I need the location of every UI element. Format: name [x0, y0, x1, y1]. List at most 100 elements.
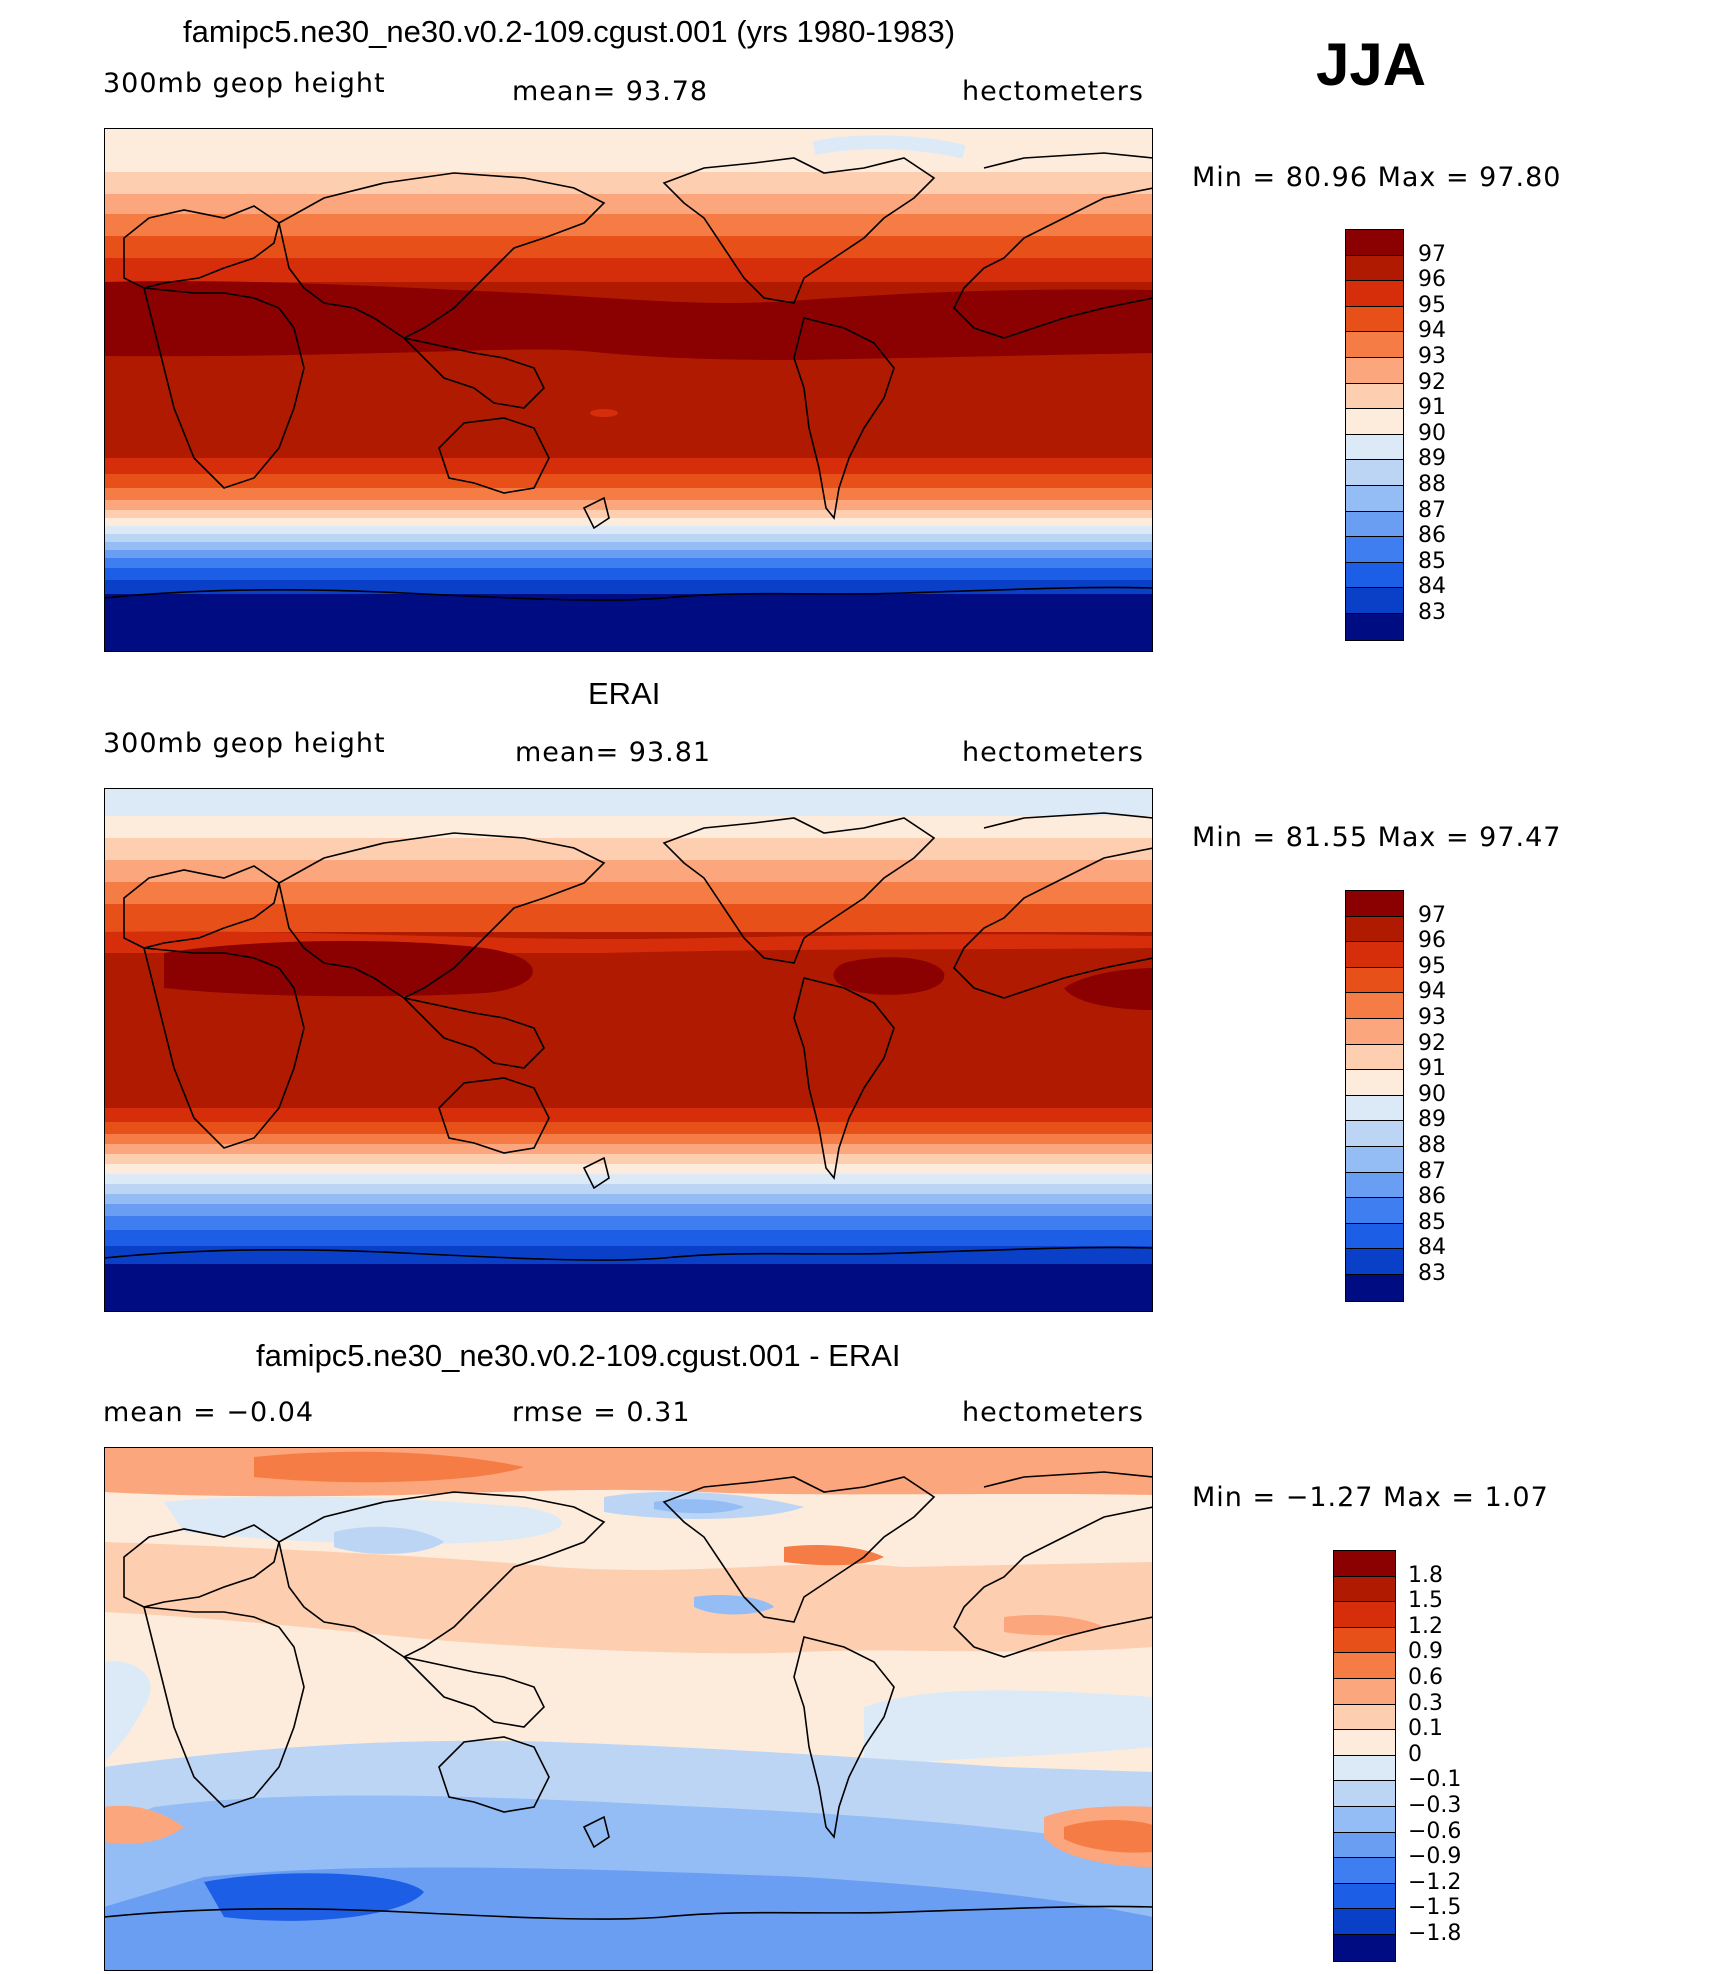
colorbar-label: 97 [1418, 902, 1446, 928]
colorbar-box [1334, 1627, 1395, 1654]
panel1-map [104, 128, 1153, 652]
panel3-title: famipc5.ne30_ne30.v0.2-109.cgust.001 - E… [256, 1338, 901, 1373]
colorbar-label: 89 [1418, 1107, 1446, 1133]
colorbar-box [1346, 942, 1403, 968]
colorbar-label: 86 [1418, 523, 1446, 549]
panel3-minmax: Min = −1.27 Max = 1.07 [1192, 1482, 1549, 1513]
colorbar-box [1346, 460, 1403, 486]
colorbar-label: 1.8 [1408, 1562, 1443, 1588]
panel2-minmax: Min = 81.55 Max = 97.47 [1192, 822, 1562, 853]
colorbar-label: 1.2 [1408, 1613, 1443, 1639]
colorbar-box [1346, 332, 1403, 358]
colorbar-box [1346, 1070, 1403, 1096]
colorbar-box [1346, 1172, 1403, 1199]
colorbar-box [1334, 1755, 1395, 1782]
colorbar-label: 89 [1418, 446, 1446, 472]
colorbar-label: 88 [1418, 472, 1446, 497]
colorbar-label: −0.9 [1408, 1844, 1462, 1870]
panel3-colorbar [1333, 1550, 1396, 1962]
colorbar-box [1346, 1095, 1403, 1122]
panel2-variable-label: 300mb geop height [103, 728, 386, 759]
colorbar-label: 0.9 [1408, 1639, 1443, 1665]
panel3-mean-label: mean = −0.04 [103, 1397, 315, 1428]
colorbar-label: 95 [1418, 292, 1446, 318]
colorbar-box [1346, 1018, 1403, 1045]
colorbar-box [1346, 993, 1403, 1019]
colorbar-label: −1.5 [1408, 1895, 1462, 1921]
colorbar-box [1346, 485, 1403, 512]
colorbar-box [1334, 1576, 1395, 1603]
colorbar-label: 0 [1408, 1741, 1422, 1767]
colorbar-box [1334, 1832, 1395, 1859]
colorbar-box [1346, 1121, 1403, 1147]
colorbar-box [1334, 1781, 1395, 1807]
panel1-map-svg [104, 128, 1153, 652]
colorbar-box [1346, 537, 1403, 563]
colorbar-box [1334, 1858, 1395, 1884]
colorbar-label: 92 [1418, 369, 1446, 395]
colorbar-label: 97 [1418, 241, 1446, 267]
colorbar-box [1346, 357, 1403, 384]
colorbar-label: 84 [1418, 1235, 1446, 1261]
colorbar-label: 95 [1418, 953, 1446, 979]
colorbar-box [1346, 916, 1403, 943]
panel2-map-svg [104, 788, 1153, 1312]
colorbar-box [1346, 409, 1403, 435]
colorbar-label: 90 [1418, 420, 1446, 446]
colorbar-label: 87 [1418, 497, 1446, 523]
colorbar-box [1346, 1223, 1403, 1250]
colorbar-label: 0.6 [1408, 1665, 1443, 1690]
colorbar-box [1334, 1883, 1395, 1910]
colorbar-box [1346, 1198, 1403, 1224]
colorbar-box [1334, 1806, 1395, 1833]
colorbar-box [1346, 383, 1403, 410]
colorbar-box [1346, 1146, 1403, 1173]
panel2-map [104, 788, 1153, 1312]
colorbar-box [1346, 613, 1403, 640]
colorbar-label: −1.2 [1408, 1869, 1462, 1895]
colorbar-label: 93 [1418, 344, 1446, 369]
panel1-units-label: hectometers [962, 76, 1144, 107]
colorbar-label: 88 [1418, 1133, 1446, 1158]
colorbar-label: 93 [1418, 1005, 1446, 1030]
colorbar-box [1334, 1704, 1395, 1731]
colorbar-box [1346, 562, 1403, 589]
panel3-map-svg [104, 1447, 1153, 1971]
panel2-colorbar [1345, 890, 1404, 1302]
panel1-mean-label: mean= 93.78 [512, 76, 709, 107]
colorbar-label: 1.5 [1408, 1588, 1443, 1614]
colorbar-label: 83 [1418, 1261, 1446, 1286]
season-label: JJA [1316, 31, 1427, 98]
colorbar-label: 90 [1418, 1081, 1446, 1107]
panel2-mean-label: mean= 93.81 [515, 737, 712, 768]
colorbar-label: 85 [1418, 1209, 1446, 1235]
colorbar-label: −0.1 [1408, 1767, 1462, 1793]
colorbar-label: 87 [1418, 1158, 1446, 1184]
colorbar-box [1346, 967, 1403, 994]
colorbar-label: 94 [1418, 318, 1446, 344]
colorbar-box [1346, 1274, 1403, 1301]
colorbar-box [1346, 255, 1403, 282]
colorbar-box [1346, 306, 1403, 333]
colorbar-label: 0.3 [1408, 1690, 1443, 1716]
colorbar-label: −0.3 [1408, 1793, 1462, 1818]
colorbar-label: 94 [1418, 979, 1446, 1005]
colorbar-box [1334, 1934, 1395, 1961]
colorbar-label: 91 [1418, 395, 1446, 421]
colorbar-label: 96 [1418, 928, 1446, 954]
colorbar-box [1346, 281, 1403, 307]
colorbar-label: 0.1 [1408, 1716, 1443, 1742]
colorbar-label: 85 [1418, 548, 1446, 574]
panel3-map [104, 1447, 1153, 1971]
colorbar-box [1346, 588, 1403, 614]
colorbar-box [1334, 1909, 1395, 1935]
colorbar-box [1346, 1249, 1403, 1275]
panel1-map-frame [104, 128, 1153, 652]
colorbar-box [1334, 1653, 1395, 1679]
colorbar-box [1334, 1678, 1395, 1705]
panel2-units-label: hectometers [962, 737, 1144, 768]
panel1-colorbar [1345, 229, 1404, 641]
panel2-map-frame [104, 788, 1153, 1312]
colorbar-box [1334, 1730, 1395, 1756]
colorbar-box [1346, 434, 1403, 461]
